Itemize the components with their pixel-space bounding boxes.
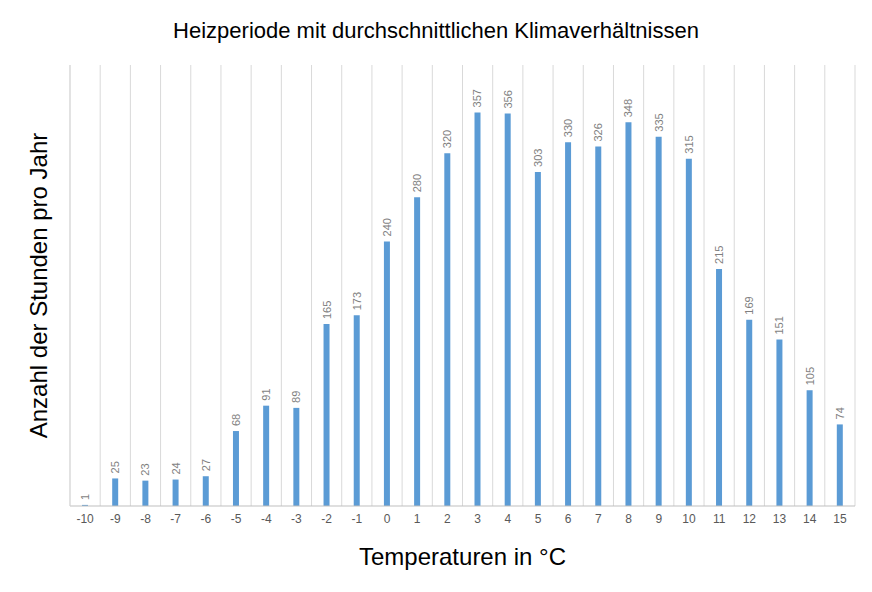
svg-text:23: 23	[139, 463, 151, 475]
svg-text:10: 10	[682, 512, 696, 526]
svg-text:-4: -4	[261, 512, 272, 526]
svg-text:-1: -1	[351, 512, 362, 526]
html-text:Heizperiode mit durchschnittli: Heizperiode mit durchschnittlichen Klima…	[173, 18, 699, 43]
svg-text:0: 0	[384, 512, 391, 526]
svg-text:315: 315	[683, 135, 695, 153]
svg-text:173: 173	[351, 292, 363, 310]
svg-text:14: 14	[803, 512, 817, 526]
svg-text:12: 12	[743, 512, 757, 526]
svg-text:25: 25	[109, 461, 121, 473]
svg-text:165: 165	[321, 301, 333, 319]
svg-text:9: 9	[655, 512, 662, 526]
svg-text:320: 320	[441, 130, 453, 148]
svg-text:1: 1	[79, 494, 91, 500]
svg-text:-10: -10	[76, 512, 94, 526]
svg-text:3: 3	[474, 512, 481, 526]
svg-text:280: 280	[411, 174, 423, 192]
svg-text:Anzahl der Stunden pro Jahr: Anzahl der Stunden pro Jahr	[25, 133, 52, 439]
svg-text:15: 15	[833, 512, 847, 526]
svg-text:335: 335	[653, 113, 665, 131]
svg-text:303: 303	[532, 149, 544, 167]
svg-text:8: 8	[625, 512, 632, 526]
svg-text:24: 24	[170, 462, 182, 474]
svg-text:89: 89	[290, 391, 302, 403]
svg-text:-8: -8	[140, 512, 151, 526]
svg-text:Temperaturen in °C: Temperaturen in °C	[359, 543, 566, 570]
svg-text:2: 2	[444, 512, 451, 526]
svg-text:326: 326	[592, 123, 604, 141]
svg-text:151: 151	[773, 316, 785, 334]
svg-text:13: 13	[773, 512, 787, 526]
svg-text:7: 7	[595, 512, 602, 526]
svg-text:169: 169	[743, 296, 755, 314]
svg-text:240: 240	[381, 218, 393, 236]
svg-text:11: 11	[713, 512, 726, 526]
svg-text:4: 4	[504, 512, 511, 526]
svg-text:-3: -3	[291, 512, 302, 526]
svg-text:27: 27	[200, 459, 212, 471]
svg-text:-2: -2	[321, 512, 332, 526]
svg-text:1: 1	[414, 512, 421, 526]
svg-text:-6: -6	[201, 512, 212, 526]
svg-text:348: 348	[622, 99, 634, 117]
svg-text:91: 91	[260, 388, 272, 400]
svg-text:356: 356	[502, 90, 514, 108]
svg-text:68: 68	[230, 414, 242, 426]
svg-text:-7: -7	[170, 512, 181, 526]
svg-text:105: 105	[804, 367, 816, 385]
svg-text:6: 6	[565, 512, 572, 526]
svg-text:-5: -5	[231, 512, 242, 526]
svg-text:74: 74	[834, 407, 846, 419]
svg-text:215: 215	[713, 246, 725, 264]
svg-text:330: 330	[562, 119, 574, 137]
svg-text:-9: -9	[110, 512, 121, 526]
svg-text:5: 5	[535, 512, 542, 526]
svg-text:357: 357	[472, 89, 484, 107]
